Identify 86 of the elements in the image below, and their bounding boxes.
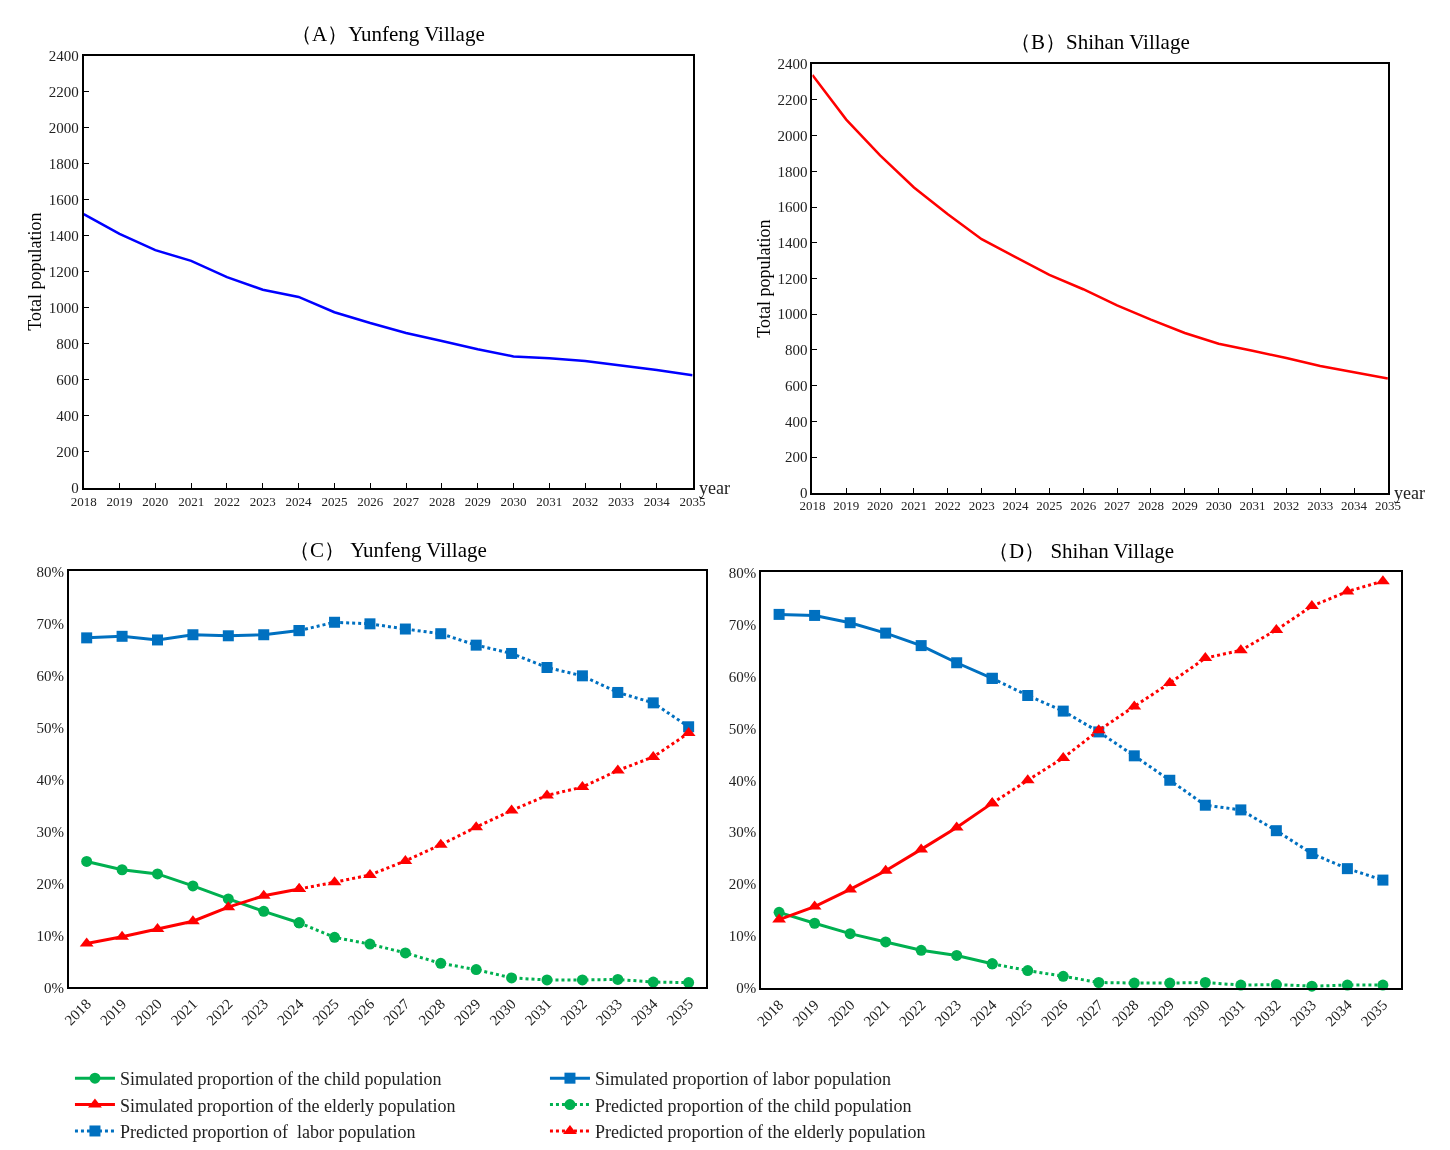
y-tick-label: 1600: [777, 199, 808, 216]
x-tick-label: 2023: [249, 493, 276, 509]
x-tick-label: 2032: [1273, 498, 1300, 514]
legend-label: Simulated proportion of the elderly population: [119, 1095, 456, 1116]
y-tick-label: 400: [784, 413, 808, 430]
y-tick-label: 1400: [777, 235, 808, 252]
y-tick-label: 800: [56, 336, 79, 353]
y-tick-label: 1600: [48, 191, 79, 208]
y-tick-label: 400: [56, 408, 79, 425]
x-tick-label: 2025: [321, 493, 348, 509]
y-tick-label: 80%: [36, 563, 64, 580]
y-tick-label: 1800: [48, 155, 79, 172]
y-tick-label: 1400: [48, 227, 79, 244]
legend-label: Simulated proportion of the child population: [119, 1069, 442, 1090]
x-tick-label: 2034: [1341, 498, 1368, 514]
x-tick-label: 2033: [1307, 498, 1334, 514]
x-tick-label: 2029: [1171, 498, 1198, 514]
y-tick-label: 2200: [48, 83, 79, 100]
y-tick-label: 800: [784, 342, 808, 359]
x-tick-label: 2020: [867, 498, 894, 514]
y-tick-label: 70%: [36, 615, 64, 632]
x-tick-label: 2028: [428, 493, 455, 509]
x-tick-label: 2026: [357, 493, 384, 509]
x-tick-label: 2027: [1104, 498, 1131, 514]
y-tick-label: 20%: [36, 875, 64, 892]
y-tick-label: 40%: [728, 772, 757, 789]
legend-label: Predicted proportion of the elderly population: [594, 1122, 926, 1142]
y-tick-label: 60%: [728, 668, 757, 685]
legend-label: Predicted proportion of the child population: [594, 1095, 912, 1116]
x-tick-label: 2019: [106, 493, 133, 509]
y-tick-label: 2400: [48, 47, 79, 64]
x-tick-label: 2025: [1036, 498, 1063, 514]
y-tick-label: 10%: [728, 928, 757, 945]
y-tick-label: 1800: [777, 163, 808, 180]
y-axis-title: Total population: [25, 212, 46, 331]
y-tick-label: 200: [784, 449, 808, 466]
x-tick-label: 2028: [1137, 498, 1164, 514]
x-tick-label: 2030: [1205, 498, 1232, 514]
y-tick-label: 30%: [728, 824, 757, 841]
y-tick-label: 80%: [728, 564, 757, 581]
y-tick-label: 10%: [36, 927, 64, 944]
y-tick-label: 50%: [728, 720, 757, 737]
y-tick-label: 1000: [777, 306, 808, 323]
y-tick-label: 20%: [728, 876, 757, 893]
x-tick-label: 2022: [934, 498, 961, 514]
chart-title: （D） Shihan Village: [988, 539, 1175, 563]
x-tick-label: 2034: [643, 493, 671, 509]
chart-title: （C） Yunfeng Village: [289, 538, 487, 562]
y-tick-label: 60%: [36, 667, 64, 684]
y-tick-label: 70%: [728, 616, 757, 633]
x-tick-label: 2032: [572, 493, 599, 509]
x-tick-label: 2027: [393, 493, 420, 509]
y-tick-label: 1200: [777, 270, 808, 287]
legend-label: Simulated proportion of labor population: [594, 1069, 891, 1090]
y-tick-label: 2000: [777, 127, 808, 144]
chart-title: （B）Shihan Village: [1010, 30, 1190, 54]
x-tick-label: 2030: [500, 493, 527, 509]
x-tick-label: 2022: [213, 493, 240, 509]
chart-title: （A）Yunfeng Village: [291, 22, 485, 46]
y-tick-label: 2400: [777, 56, 808, 73]
x-tick-label: 2029: [464, 493, 491, 509]
y-tick-label: 40%: [36, 771, 64, 788]
y-tick-label: 0%: [43, 979, 64, 996]
y-tick-label: 200: [56, 444, 79, 461]
y-tick-label: 2200: [777, 92, 808, 109]
y-tick-label: 30%: [36, 823, 64, 840]
x-tick-label: 2024: [285, 493, 313, 509]
x-tick-label: 2021: [900, 498, 927, 514]
x-tick-label: 2031: [1239, 498, 1266, 514]
y-tick-label: 600: [784, 377, 808, 394]
y-axis-title: Total population: [754, 219, 775, 338]
y-tick-label: 50%: [36, 719, 64, 736]
y-tick-label: 600: [56, 372, 79, 389]
x-tick-label: 2033: [607, 493, 634, 509]
y-tick-label: 1200: [48, 263, 79, 280]
y-tick-label: 2000: [48, 119, 79, 136]
x-tick-label: 2019: [833, 498, 860, 514]
x-tick-label: 2020: [142, 493, 169, 509]
x-tick-label: 2021: [178, 493, 205, 509]
x-tick-label: 2023: [968, 498, 995, 514]
x-tick-label: 2026: [1070, 498, 1097, 514]
y-tick-label: 0%: [736, 980, 757, 997]
y-tick-label: 1000: [48, 300, 79, 317]
legend-label: Predicted proportion of labor population: [119, 1122, 416, 1142]
x-tick-label: 2031: [536, 493, 563, 509]
x-tick-label: 2024: [1002, 498, 1030, 514]
